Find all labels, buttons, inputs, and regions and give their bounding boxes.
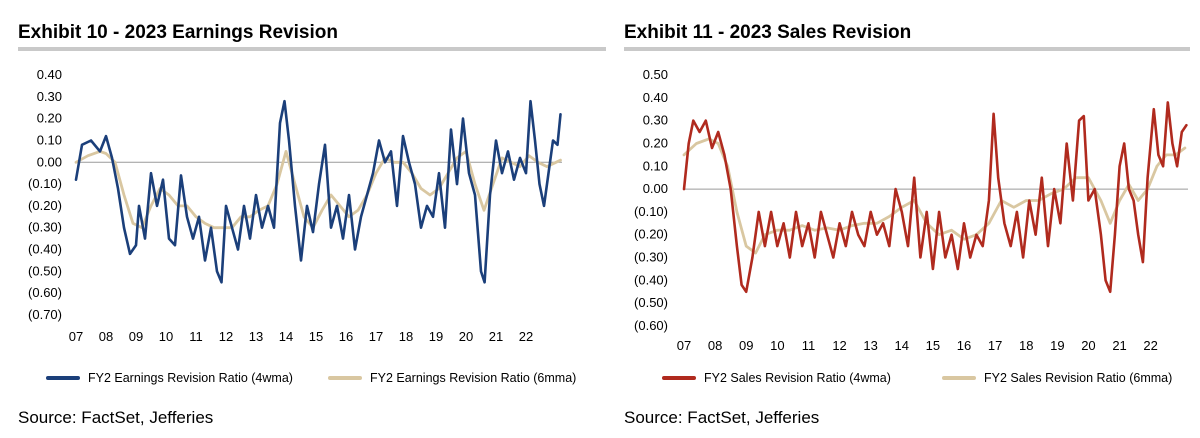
x-tick-label: 13 xyxy=(249,329,263,344)
y-tick-label: 0.20 xyxy=(643,135,668,150)
y-tick-label: 0.20 xyxy=(37,111,62,126)
x-tick-label: 19 xyxy=(429,329,443,344)
exhibit-11: Exhibit 11 - 2023 Sales Revision 0.50 0.4… xyxy=(624,0,1190,438)
y-tick-label: (0.30) xyxy=(28,220,62,235)
x-tick-label: 11 xyxy=(802,338,816,350)
y-tick-label: 0.00 xyxy=(37,154,62,169)
x-tick-label: 12 xyxy=(219,329,233,344)
y-tick-label: 0.10 xyxy=(37,132,62,147)
y-tick-label: (0.50) xyxy=(634,295,668,310)
chart-title: Exhibit 11 - 2023 Sales Revision xyxy=(624,22,912,43)
y-tick-label: 0.40 xyxy=(37,67,62,82)
x-tick-label: 12 xyxy=(832,338,846,350)
x-tick-label: 16 xyxy=(339,329,353,344)
y-tick-label: (0.20) xyxy=(28,198,62,213)
series-line-4wma xyxy=(682,101,1188,294)
legend-label: FY2 Earnings Revision Ratio (6mma) xyxy=(370,371,577,385)
y-tick-label: (0.40) xyxy=(634,272,668,287)
y-tick-label: 0.30 xyxy=(643,113,668,128)
x-tick-label: 18 xyxy=(1019,338,1033,350)
x-tick-label: 11 xyxy=(189,329,203,344)
series-line-6mma xyxy=(682,137,1187,255)
legend-item-4wma: FY2 Sales Revision Ratio (4wma) xyxy=(662,370,891,386)
y-tick-label: (0.60) xyxy=(28,285,62,300)
x-tick-label: 21 xyxy=(489,329,503,344)
y-tick-label: (0.10) xyxy=(634,204,668,219)
x-tick-label: 08 xyxy=(99,329,113,344)
sales-revision-chart: 0.50 0.40 0.30 0.20 0.10 0.00 (0.10) (0.20) (0.3… xyxy=(634,67,1188,350)
x-tick-label: 16 xyxy=(957,338,971,350)
y-tick-label: 0.30 xyxy=(37,89,62,104)
earnings-revision-chart: 0.40 0.30 0.20 0.10 0.00 (0.10) (0.20) (0.30) (0… xyxy=(28,67,562,344)
legend-swatch xyxy=(662,376,696,380)
source-note: Source: FactSet, Jefferies xyxy=(624,408,820,427)
y-tick-label: 0.40 xyxy=(643,90,668,105)
y-tick-label: (0.30) xyxy=(634,250,668,265)
y-tick-label: (0.20) xyxy=(634,227,668,242)
y-tick-label: 0.50 xyxy=(643,67,668,82)
x-tick-label: 07 xyxy=(69,329,83,344)
x-tick-label: 20 xyxy=(459,329,473,344)
legend-swatch xyxy=(328,376,362,380)
y-tick-label: (0.40) xyxy=(28,242,62,257)
x-tick-label: 15 xyxy=(926,338,940,350)
title-divider xyxy=(624,47,1190,51)
x-tick-label: 19 xyxy=(1050,338,1064,350)
y-tick-label: (0.10) xyxy=(28,176,62,191)
series-line-4wma xyxy=(74,99,562,284)
x-tick-label: 22 xyxy=(519,329,533,344)
legend-item-4wma: FY2 Earnings Revision Ratio (4wma) xyxy=(46,370,293,386)
x-tick-label: 14 xyxy=(895,338,909,350)
source-note: Source: FactSet, Jefferies xyxy=(18,408,214,427)
exhibit-10: Exhibit 10 - 2023 Earnings Revision 0.40… xyxy=(18,0,606,438)
x-tick-label: 17 xyxy=(988,338,1002,350)
legend-swatch xyxy=(942,376,976,380)
x-tick-label: 20 xyxy=(1081,338,1095,350)
x-tick-label: 21 xyxy=(1112,338,1126,350)
y-tick-label: 0.10 xyxy=(643,158,668,173)
y-tick-label: (0.60) xyxy=(634,318,668,333)
x-tick-label: 10 xyxy=(770,338,784,350)
y-tick-label: (0.50) xyxy=(28,263,62,278)
x-tick-label: 10 xyxy=(159,329,173,344)
legend-label: FY2 Earnings Revision Ratio (4wma) xyxy=(88,371,293,385)
chart-title: Exhibit 10 - 2023 Earnings Revision xyxy=(18,22,338,43)
x-tick-label: 14 xyxy=(279,329,293,344)
x-tick-label: 08 xyxy=(708,338,722,350)
x-tick-label: 13 xyxy=(863,338,877,350)
legend-swatch xyxy=(46,376,80,380)
y-tick-label: 0.00 xyxy=(643,181,668,196)
x-tick-label: 22 xyxy=(1143,338,1157,350)
y-tick-label: (0.70) xyxy=(28,307,62,322)
x-tick-label: 18 xyxy=(399,329,413,344)
x-tick-label: 09 xyxy=(129,329,143,344)
x-tick-label: 07 xyxy=(677,338,691,350)
x-tick-label: 09 xyxy=(739,338,753,350)
legend-label: FY2 Sales Revision Ratio (6mma) xyxy=(984,371,1173,385)
legend-item-6mma: FY2 Sales Revision Ratio (6mma) xyxy=(942,370,1172,386)
x-tick-label: 15 xyxy=(309,329,323,344)
legend-item-6mma: FY2 Earnings Revision Ratio (6mma) xyxy=(328,370,576,386)
title-divider xyxy=(18,47,606,51)
legend-label: FY2 Sales Revision Ratio (4wma) xyxy=(704,371,891,385)
x-tick-label: 17 xyxy=(369,329,383,344)
